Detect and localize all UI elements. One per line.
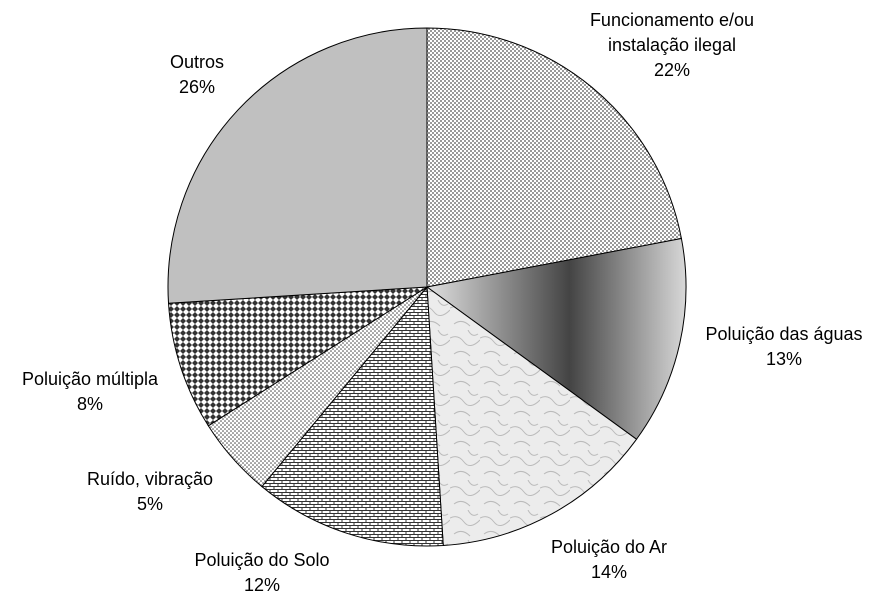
- category-label: Poluição múltipla: [21, 369, 159, 389]
- pie-slice: [167, 286, 428, 427]
- slice-label: Funcionamento e/ou instalação ilegal 22%: [552, 8, 792, 83]
- pie-slice: [426, 27, 682, 288]
- value-label: 8%: [76, 394, 103, 414]
- pie-slice: [426, 285, 638, 547]
- pie-slice: [261, 285, 444, 547]
- value-label: 13%: [765, 349, 803, 369]
- slice-label: Poluição do Solo 12%: [162, 548, 362, 598]
- category-label: Ruído, vibração: [86, 469, 214, 489]
- slice-label: Poluição múltipla 8%: [0, 367, 180, 417]
- value-label: 5%: [136, 494, 163, 514]
- pie-slice: [167, 27, 428, 304]
- category-label: Poluição das águas: [705, 324, 863, 344]
- slice-label: Outros 26%: [137, 50, 257, 100]
- value-label: 26%: [178, 77, 216, 97]
- category-label: Poluição do Solo: [194, 550, 330, 570]
- category-label: Outros: [169, 52, 225, 72]
- value-label: 22%: [653, 60, 691, 80]
- slice-label: Poluição das águas 13%: [684, 322, 877, 372]
- category-label: Poluição do Ar: [550, 537, 668, 557]
- slice-label: Ruído, vibração 5%: [60, 467, 240, 517]
- value-label: 14%: [590, 562, 628, 582]
- value-label: 12%: [243, 575, 281, 595]
- pie-slice: [425, 237, 687, 440]
- slice-label: Poluição do Ar 14%: [519, 535, 699, 585]
- category-label: Funcionamento e/ou instalação ilegal: [589, 10, 755, 55]
